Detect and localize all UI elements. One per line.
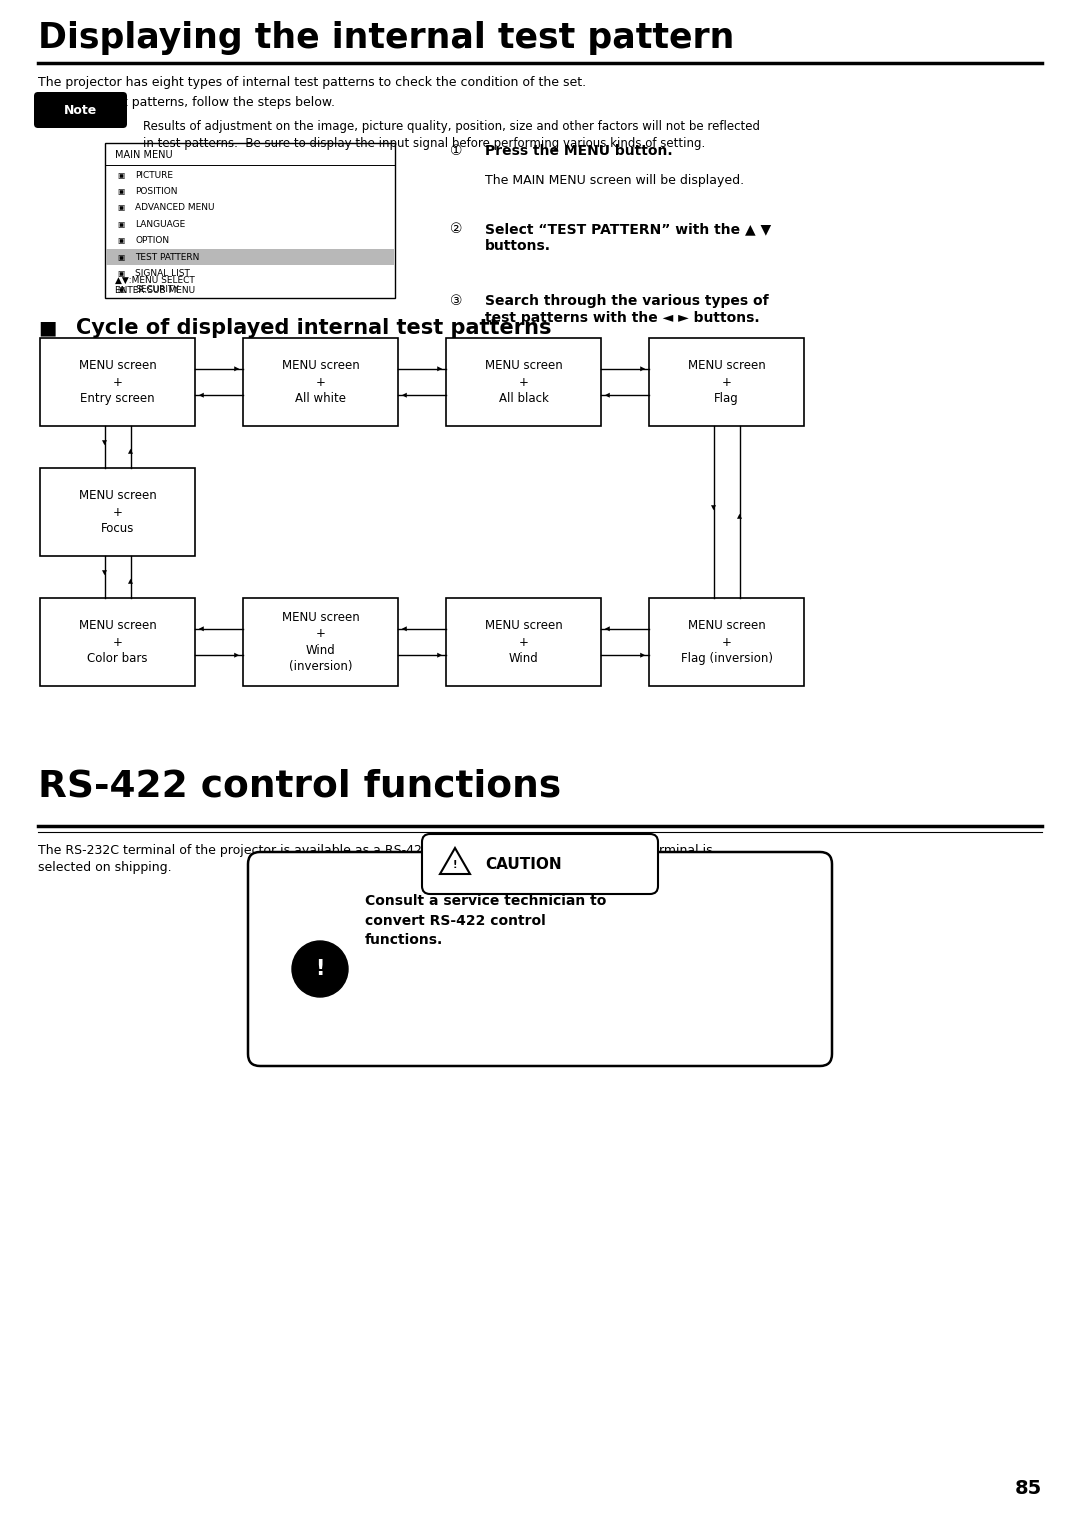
Text: MENU screen
+
Flag (inversion): MENU screen + Flag (inversion) <box>680 620 772 665</box>
Text: Search through the various types of
test patterns with the ◄ ► buttons.: Search through the various types of test… <box>485 295 769 325</box>
Text: MENU screen
+
Entry screen: MENU screen + Entry screen <box>79 359 157 404</box>
Polygon shape <box>440 848 470 874</box>
Bar <box>649 598 804 687</box>
Text: Displaying the internal test pattern: Displaying the internal test pattern <box>38 21 734 55</box>
Text: TEST PATTERN: TEST PATTERN <box>135 253 200 261</box>
Text: ■: ■ <box>38 317 56 337</box>
Bar <box>40 598 195 687</box>
Text: RS-422 control functions: RS-422 control functions <box>38 768 562 804</box>
Text: MENU screen
+
Flag: MENU screen + Flag <box>688 359 766 404</box>
Text: Consult a service technician to
convert RS-422 control
functions.: Consult a service technician to convert … <box>365 894 606 948</box>
Text: ▲▼:MENU SELECT
ENTER:SUB MENU: ▲▼:MENU SELECT ENTER:SUB MENU <box>114 276 195 295</box>
Text: MENU screen
+
Color bars: MENU screen + Color bars <box>79 620 157 665</box>
Bar <box>40 337 195 426</box>
Text: ▣: ▣ <box>117 171 124 180</box>
Text: MENU screen
+
Wind: MENU screen + Wind <box>485 620 563 665</box>
Text: ADVANCED MENU: ADVANCED MENU <box>135 203 215 212</box>
Text: OPTION: OPTION <box>135 237 170 246</box>
Text: CAUTION: CAUTION <box>485 856 562 871</box>
Bar <box>649 337 804 426</box>
Circle shape <box>292 942 348 996</box>
Text: The projector has eight types of internal test patterns to check the condition o: The projector has eight types of interna… <box>38 76 586 89</box>
Bar <box>446 598 600 687</box>
Text: To display test patterns, follow the steps below.: To display test patterns, follow the ste… <box>38 96 335 108</box>
Bar <box>243 337 399 426</box>
Text: ▣: ▣ <box>117 220 124 229</box>
Text: ▣: ▣ <box>117 188 124 195</box>
Text: ▣: ▣ <box>117 285 124 295</box>
Text: Cycle of displayed internal test patterns: Cycle of displayed internal test pattern… <box>76 317 552 337</box>
Text: MENU screen
+
All black: MENU screen + All black <box>485 359 563 404</box>
Text: Press the MENU button.: Press the MENU button. <box>485 143 673 159</box>
Text: SIGNAL LIST: SIGNAL LIST <box>135 269 190 278</box>
Text: MAIN MENU: MAIN MENU <box>114 150 173 160</box>
Bar <box>106 249 394 266</box>
Text: SECURITY: SECURITY <box>135 285 179 295</box>
Bar <box>105 143 395 298</box>
Text: MENU screen
+
Wind
(inversion): MENU screen + Wind (inversion) <box>282 610 360 673</box>
Text: LANGUAGE: LANGUAGE <box>135 220 186 229</box>
Text: POSITION: POSITION <box>135 188 177 195</box>
Text: PICTURE: PICTURE <box>135 171 173 180</box>
Text: ▣: ▣ <box>117 269 124 278</box>
Text: ▣: ▣ <box>117 203 124 212</box>
Text: Select “TEST PATTERN” with the ▲ ▼
buttons.: Select “TEST PATTERN” with the ▲ ▼ butto… <box>485 221 771 253</box>
Text: !: ! <box>453 861 457 870</box>
Text: 85: 85 <box>1015 1479 1042 1499</box>
Text: MENU screen
+
Focus: MENU screen + Focus <box>79 488 157 536</box>
FancyBboxPatch shape <box>248 852 832 1067</box>
Text: ▣: ▣ <box>117 253 124 261</box>
Text: ②: ② <box>450 221 462 237</box>
Text: ▣: ▣ <box>117 237 124 246</box>
Bar <box>446 337 600 426</box>
Text: Note: Note <box>64 104 97 116</box>
Bar <box>40 468 195 555</box>
Text: ③: ③ <box>450 295 462 308</box>
FancyBboxPatch shape <box>422 835 658 894</box>
Text: The RS-232C terminal of the projector is available as a RS-422 control terminal.: The RS-232C terminal of the projector is… <box>38 844 713 874</box>
Text: Results of adjustment on the image, picture quality, position, size and other fa: Results of adjustment on the image, pict… <box>143 121 760 150</box>
Bar <box>243 598 399 687</box>
Text: ①: ① <box>450 143 462 159</box>
Text: The MAIN MENU screen will be displayed.: The MAIN MENU screen will be displayed. <box>485 174 744 188</box>
Text: !: ! <box>315 958 325 980</box>
FancyBboxPatch shape <box>33 92 127 128</box>
Text: MENU screen
+
All white: MENU screen + All white <box>282 359 360 404</box>
